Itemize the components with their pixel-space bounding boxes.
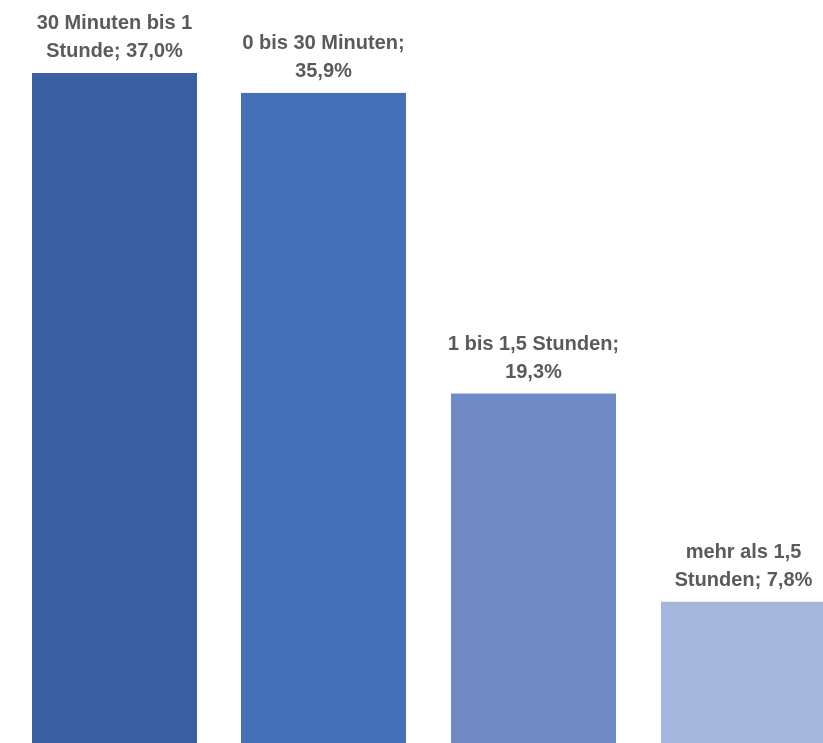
data-label-4: mehr als 1,5 Stunden; 7,8% (649, 538, 823, 594)
data-label-line: mehr als 1,5 (685, 540, 802, 563)
bar-4 (661, 601, 823, 743)
data-label-line: Stunden; 7,8% (674, 568, 813, 591)
data-label-line: Stunde; 37,0% (46, 40, 183, 62)
bar-1 (32, 73, 197, 743)
data-label-line: 0 bis 30 Minuten; (242, 31, 405, 54)
data-label-3: 1 bis 1,5 Stunden; 19,3% (439, 330, 629, 386)
data-label-line: 19,3% (505, 360, 562, 383)
bar-3 (451, 393, 616, 743)
data-label-line: 35,9% (295, 59, 352, 82)
bar-2 (241, 92, 406, 743)
data-label-line: 30 Minuten bis 1 (36, 12, 193, 34)
data-label-1: 30 Minuten bis 1 Stunde; 37,0% (20, 9, 210, 65)
data-label-2: 0 bis 30 Minuten; 35,9% (229, 29, 419, 85)
data-label-line: 1 bis 1,5 Stunden; (447, 332, 620, 355)
